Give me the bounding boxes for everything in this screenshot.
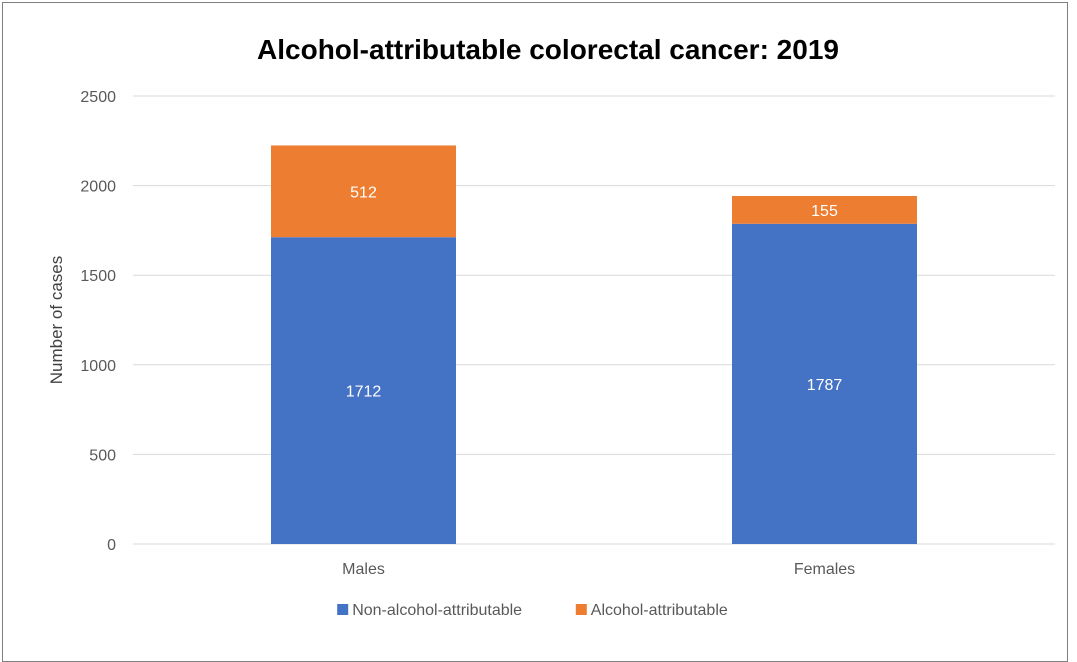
x-category-label: Females xyxy=(794,561,855,578)
data-label: 512 xyxy=(350,184,377,201)
x-category-label: Males xyxy=(342,561,385,578)
y-tick-label: 2500 xyxy=(80,89,116,106)
bar-segment xyxy=(271,237,456,544)
y-tick-label: 0 xyxy=(107,537,116,554)
data-label: 1712 xyxy=(346,384,382,401)
y-tick-label: 2000 xyxy=(80,179,116,196)
y-tick-label: 500 xyxy=(89,447,116,464)
y-tick-label: 1500 xyxy=(80,268,116,285)
bar-segment xyxy=(732,195,917,224)
data-label: 155 xyxy=(811,203,838,220)
legend: Non-alcohol-attributable Alcohol-attribut… xyxy=(337,602,728,619)
chart-title: Alcohol-attributable colorectal cancer: … xyxy=(257,34,839,65)
y-axis-title: Number of cases xyxy=(47,256,66,385)
y-tick-label: 1000 xyxy=(80,358,116,375)
legend-label: Alcohol-attributable xyxy=(591,602,728,619)
legend-swatch xyxy=(575,604,587,615)
legend-label: Non-alcohol-attributable xyxy=(352,602,522,619)
data-labels: 1712 512 Males 1787 155 Females xyxy=(342,184,855,578)
legend-swatch xyxy=(337,604,349,615)
bar-segment xyxy=(271,145,456,238)
bar-segment xyxy=(732,223,917,545)
bars xyxy=(271,145,917,545)
data-label: 1787 xyxy=(807,377,843,394)
